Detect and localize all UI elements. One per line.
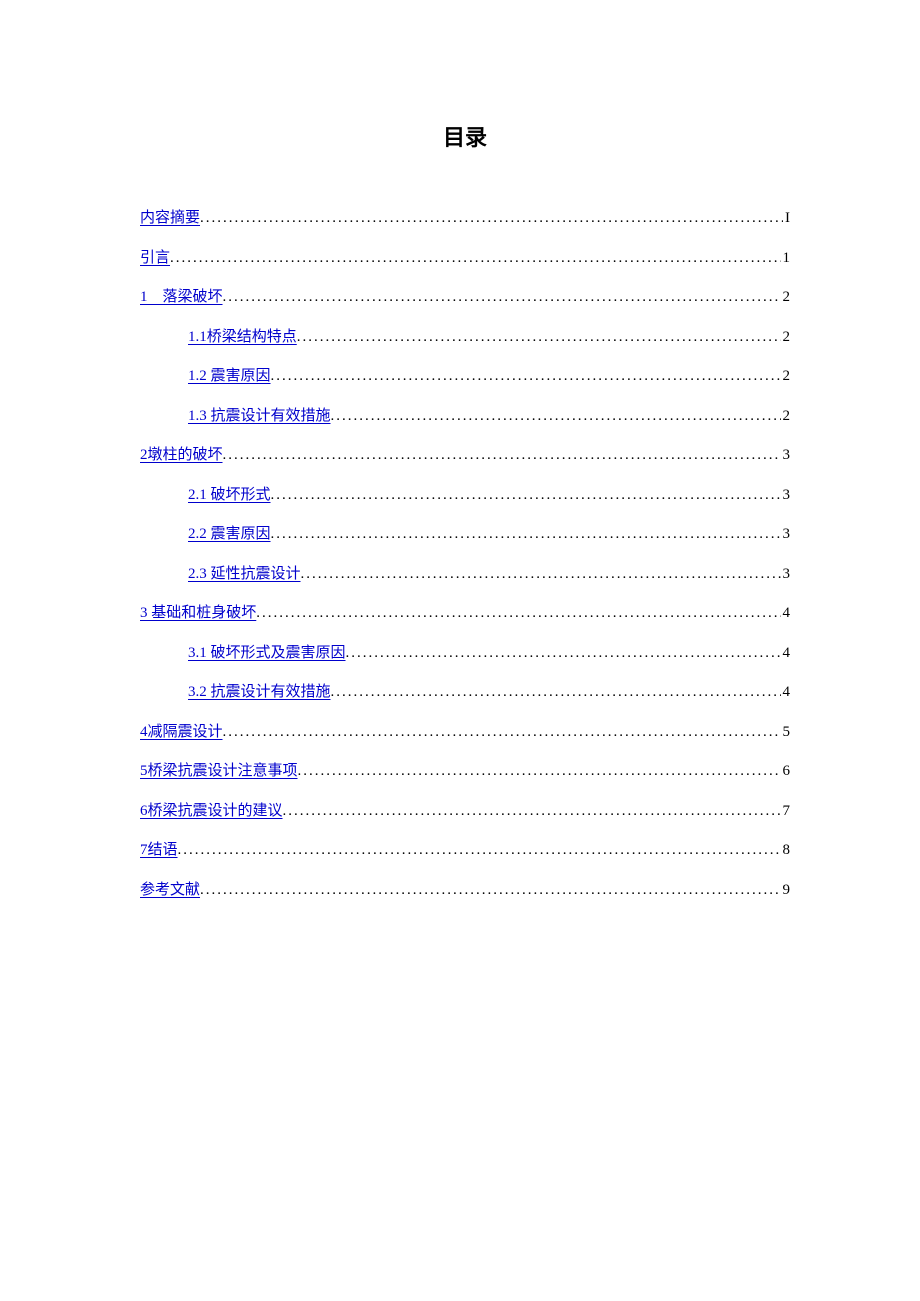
toc-link[interactable]: 5桥梁抗震设计注意事项 xyxy=(140,760,298,783)
toc-dots xyxy=(301,563,781,578)
toc-page-number: 1 xyxy=(783,247,791,270)
toc-dots xyxy=(271,484,781,499)
toc-entry: 引言 1 xyxy=(140,247,790,270)
toc-entry: 3 基础和桩身破坏 4 xyxy=(140,602,790,625)
toc-dots xyxy=(256,602,780,617)
toc-page-number: 4 xyxy=(783,602,791,625)
toc-link[interactable]: 3.2 抗震设计有效措施 xyxy=(188,681,331,704)
toc-entry: 3.2 抗震设计有效措施 4 xyxy=(188,681,790,704)
toc-dots xyxy=(223,286,781,301)
toc-dots xyxy=(271,365,781,380)
toc-link[interactable]: 2.3 延性抗震设计 xyxy=(188,563,301,586)
toc-link[interactable]: 3.1 破坏形式及震害原因 xyxy=(188,642,346,665)
toc-entry: 内容摘要 I xyxy=(140,207,790,230)
toc-link[interactable]: 1 落梁破坏 xyxy=(140,286,223,309)
toc-entry: 7结语 8 xyxy=(140,839,790,862)
toc-page-number: 6 xyxy=(783,760,791,783)
toc-dots xyxy=(331,681,781,696)
toc-page-number: 3 xyxy=(783,563,791,586)
toc-page-number: 9 xyxy=(783,879,791,902)
toc-link[interactable]: 1.3 抗震设计有效措施 xyxy=(188,405,331,428)
toc-entry: 1.2 震害原因 2 xyxy=(188,365,790,388)
toc-entry: 1.1桥梁结构特点 2 xyxy=(188,326,790,349)
toc-title: 目录 xyxy=(140,120,790,152)
toc-link[interactable]: 4减隔震设计 xyxy=(140,721,223,744)
toc-dots xyxy=(178,839,781,854)
toc-page-number: 2 xyxy=(783,326,791,349)
toc-container: 内容摘要I引言11 落梁破坏21.1桥梁结构特点21.2 震害原因21.3 抗震… xyxy=(140,207,790,901)
toc-page-number: 8 xyxy=(783,839,791,862)
toc-page-number: 3 xyxy=(783,444,791,467)
toc-page-number: 4 xyxy=(783,681,791,704)
toc-link[interactable]: 2墩柱的破坏 xyxy=(140,444,223,467)
toc-entry: 2.2 震害原因 3 xyxy=(188,523,790,546)
toc-dots xyxy=(271,523,781,538)
toc-link[interactable]: 6桥梁抗震设计的建议 xyxy=(140,800,283,823)
toc-entry: 4减隔震设计 5 xyxy=(140,721,790,744)
toc-link[interactable]: 3 基础和桩身破坏 xyxy=(140,602,256,625)
toc-dots xyxy=(200,207,783,222)
toc-page-number: 5 xyxy=(783,721,791,744)
toc-dots xyxy=(170,247,780,262)
toc-link[interactable]: 2.2 震害原因 xyxy=(188,523,271,546)
toc-dots xyxy=(298,760,781,775)
toc-entry: 参考文献 9 xyxy=(140,879,790,902)
toc-link[interactable]: 参考文献 xyxy=(140,879,200,902)
toc-dots xyxy=(346,642,781,657)
toc-entry: 1.3 抗震设计有效措施 2 xyxy=(188,405,790,428)
toc-entry: 2墩柱的破坏 3 xyxy=(140,444,790,467)
toc-page-number: 3 xyxy=(783,523,791,546)
toc-entry: 1 落梁破坏 2 xyxy=(140,286,790,309)
toc-dots xyxy=(223,721,781,736)
toc-page-number: 2 xyxy=(783,405,791,428)
toc-page-number: 3 xyxy=(783,484,791,507)
toc-page-number: 7 xyxy=(783,800,791,823)
toc-entry: 6桥梁抗震设计的建议 7 xyxy=(140,800,790,823)
toc-page-number: 2 xyxy=(783,286,791,309)
toc-link[interactable]: 1.1桥梁结构特点 xyxy=(188,326,297,349)
toc-link[interactable]: 内容摘要 xyxy=(140,207,200,230)
toc-link[interactable]: 7结语 xyxy=(140,839,178,862)
toc-page-number: 2 xyxy=(783,365,791,388)
toc-dots xyxy=(223,444,781,459)
toc-dots xyxy=(283,800,781,815)
toc-dots xyxy=(200,879,780,894)
toc-entry: 2.1 破坏形式 3 xyxy=(188,484,790,507)
toc-entry: 2.3 延性抗震设计 3 xyxy=(188,563,790,586)
toc-entry: 3.1 破坏形式及震害原因 4 xyxy=(188,642,790,665)
toc-link[interactable]: 1.2 震害原因 xyxy=(188,365,271,388)
toc-entry: 5桥梁抗震设计注意事项 6 xyxy=(140,760,790,783)
toc-dots xyxy=(331,405,781,420)
toc-page-number: 4 xyxy=(783,642,791,665)
toc-link[interactable]: 引言 xyxy=(140,247,170,270)
toc-dots xyxy=(297,326,781,341)
toc-page-number: I xyxy=(785,207,790,230)
toc-link[interactable]: 2.1 破坏形式 xyxy=(188,484,271,507)
